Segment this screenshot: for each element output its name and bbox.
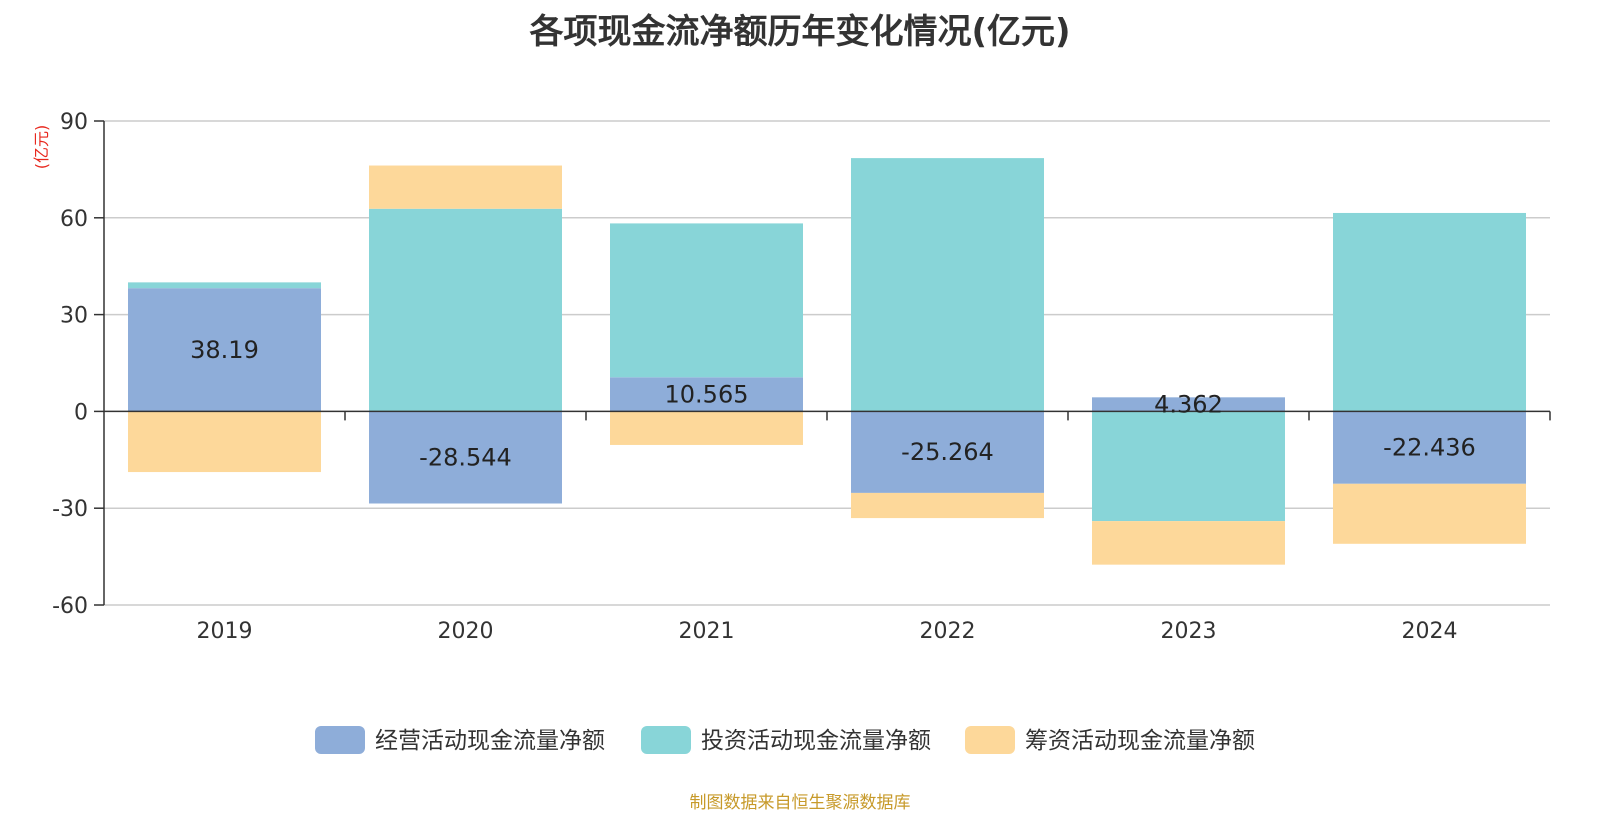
- bar-segment-2019-series-2: [128, 411, 321, 473]
- legend-item-2[interactable]: 筹资活动现金流量净额: [965, 726, 1255, 754]
- bar-segment-2023-series-0: [1092, 397, 1285, 412]
- bar-segment-2019-series-1: [128, 282, 321, 289]
- data-label-2019: 38.19: [190, 336, 259, 364]
- y-tick-label: 30: [60, 304, 88, 329]
- bar-segment-2024-series-1: [1333, 212, 1526, 412]
- bar-segment-2022-series-1: [851, 158, 1044, 412]
- bar-segment-2021-series-1: [610, 223, 803, 378]
- y-tick-label: 0: [74, 400, 88, 425]
- y-tick-label: -60: [52, 594, 88, 619]
- bar-segment-2020-series-1: [369, 208, 562, 412]
- legend-label: 投资活动现金流量净额: [701, 728, 931, 754]
- source-note: 制图数据来自恒生聚源数据库: [689, 793, 911, 813]
- x-tick-label: 2023: [1161, 619, 1217, 644]
- bar-segment-2023-series-1: [1092, 411, 1285, 522]
- legend-item-0[interactable]: 经营活动现金流量净额: [315, 726, 605, 754]
- labels-layer: 38.19 -28.544 10.565 -25.264 4.362 -22.436: [190, 336, 1476, 472]
- data-label-2021: 10.565: [665, 380, 749, 408]
- legend-swatch: [315, 726, 365, 754]
- bar-segment-2021-series-0: [610, 377, 803, 412]
- legend-swatch: [641, 726, 691, 754]
- y-tick-label: -30: [52, 497, 88, 522]
- bar-segment-2024-series-0: [1333, 411, 1526, 484]
- x-tick-label: 2019: [197, 619, 253, 644]
- data-label-2020: -28.544: [419, 443, 512, 471]
- bar-segment-2019-series-0: [128, 288, 321, 412]
- data-label-2022: -25.264: [901, 438, 994, 466]
- chart-title: 各项现金流净额历年变化情况(亿元): [529, 12, 1071, 52]
- bar-segment-2020-series-0: [369, 411, 562, 504]
- data-label-2023: 4.362: [1154, 390, 1223, 418]
- bar-segment-2022-series-2: [851, 492, 1044, 519]
- bar-segment-2022-series-0: [851, 411, 1044, 493]
- legend: 经营活动现金流量净额 投资活动现金流量净额 筹资活动现金流量净额: [315, 726, 1255, 754]
- legend-swatch: [965, 726, 1015, 754]
- legend-label: 筹资活动现金流量净额: [1025, 728, 1255, 754]
- bar-segment-2021-series-2: [610, 411, 803, 445]
- y-axis-unit-label: (亿元): [32, 125, 51, 170]
- bars-layer: [128, 158, 1526, 565]
- bar-segment-2024-series-2: [1333, 483, 1526, 544]
- bar-segment-2020-series-2: [369, 165, 562, 209]
- y-tick-label: 60: [60, 207, 88, 232]
- x-tick-label: 2020: [438, 619, 494, 644]
- legend-label: 经营活动现金流量净额: [375, 728, 605, 754]
- bar-segment-2023-series-2: [1092, 521, 1285, 565]
- grid-layer: [104, 120, 1550, 606]
- legend-item-1[interactable]: 投资活动现金流量净额: [641, 726, 931, 754]
- axis-layer: 90 60 30 0 -30 -60 (亿元) 2019 2020 2021 2022 2023 202…: [32, 110, 1551, 644]
- x-tick-label: 2024: [1402, 619, 1458, 644]
- y-tick-label: 90: [60, 110, 88, 135]
- data-label-2024: -22.436: [1383, 434, 1476, 462]
- x-tick-label: 2022: [920, 619, 976, 644]
- x-tick-label: 2021: [679, 619, 735, 644]
